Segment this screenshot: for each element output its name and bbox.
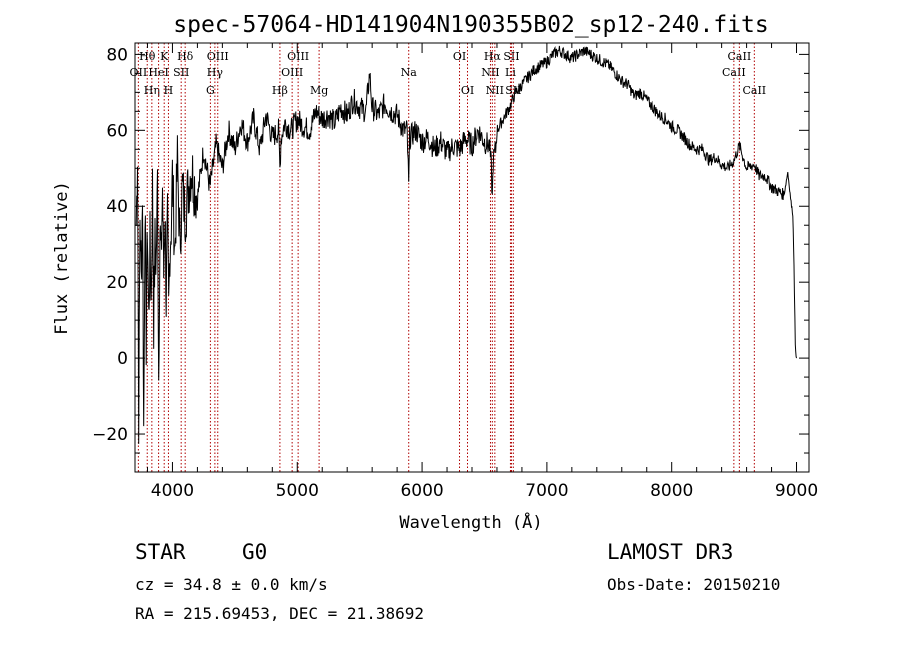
- spectral-line-label-16: OI: [453, 50, 466, 63]
- spectral-line-label-18: NII: [481, 66, 499, 79]
- object-subclass: G0: [242, 540, 267, 564]
- spectral-line-label-25: CaII: [728, 50, 752, 63]
- observation-date: Obs-Date: 20150210: [607, 575, 780, 594]
- spectral-line-label-5: H: [164, 84, 174, 97]
- y-tick-label: 80: [106, 45, 128, 65]
- spectral-line-label-3: HeI: [148, 66, 168, 79]
- spectral-line-label-26: CaII: [742, 84, 766, 97]
- x-tick-label: 8000: [650, 481, 693, 501]
- y-axis-label: Flux (relative): [52, 181, 72, 335]
- spectral-line-label-20: NII: [486, 84, 504, 97]
- x-tick-label: 5000: [276, 481, 319, 501]
- x-tick-label: 6000: [400, 481, 443, 501]
- object-class: STAR: [135, 540, 186, 564]
- spectral-line-label-6: SII: [173, 66, 189, 79]
- spectral-line-label-19: Hα: [484, 50, 502, 63]
- spectral-line-label-1: Hθ: [139, 50, 156, 63]
- spectral-line-label-14: Mg: [310, 84, 328, 97]
- chart-title: spec-57064-HD141904N190355B02_sp12-240.f…: [173, 12, 768, 38]
- x-tick-label: 9000: [775, 481, 818, 501]
- spectral-line-label-17: OI: [461, 84, 474, 97]
- spectral-line-label-9: Hγ: [207, 66, 224, 79]
- plot-frame: [135, 43, 809, 472]
- spectral-line-markers: OII Hθ Hη HeI K H SII Hδ G Hγ OIII Hβ OIII OIII Mg Na OI…: [130, 43, 767, 472]
- x-tick-label: 7000: [525, 481, 568, 501]
- y-tick-label: −20: [92, 425, 128, 445]
- spectral-line-label-7: Hδ: [177, 50, 194, 63]
- coordinates-readout: RA = 215.69453, DEC = 21.38692: [135, 604, 424, 623]
- spectral-line-label-15: Na: [401, 66, 418, 79]
- axis-ticks: 4000 5000 6000 7000 8000 9000 −20 0 20 40 60 80: [92, 43, 818, 501]
- survey-name: LAMOST DR3: [607, 540, 733, 564]
- spectral-line-label-21: Li: [505, 66, 516, 79]
- spectral-line-label-10: OIII: [207, 50, 229, 63]
- spectral-line-label-13: OIII: [287, 50, 309, 63]
- spectrum-figure: spec-57064-HD141904N190355B02_sp12-240.f…: [0, 0, 900, 649]
- spectrum-line: [136, 46, 796, 444]
- spectral-line-label-11: Hβ: [272, 84, 288, 97]
- spectral-line-label-12: OIII: [281, 66, 303, 79]
- spectral-line-label-4: K: [160, 50, 169, 63]
- y-tick-label: 40: [106, 197, 128, 217]
- redshift-readout: cz = 34.8 ± 0.0 km/s: [135, 575, 328, 594]
- x-axis-label: Wavelength (Å): [399, 511, 542, 533]
- spectral-line-label-22: SII: [503, 50, 519, 63]
- y-tick-label: 60: [106, 121, 128, 141]
- y-tick-label: 20: [106, 273, 128, 293]
- spectrum-series: [136, 46, 796, 444]
- x-tick-label: 4000: [151, 481, 194, 501]
- spectral-line-label-2: Hη: [144, 84, 160, 97]
- y-tick-label: 0: [117, 349, 128, 369]
- spectral-line-label-24: CaII: [722, 66, 746, 79]
- spectral-line-label-8: G: [206, 84, 215, 97]
- spectral-line-label-0: OII: [130, 66, 148, 79]
